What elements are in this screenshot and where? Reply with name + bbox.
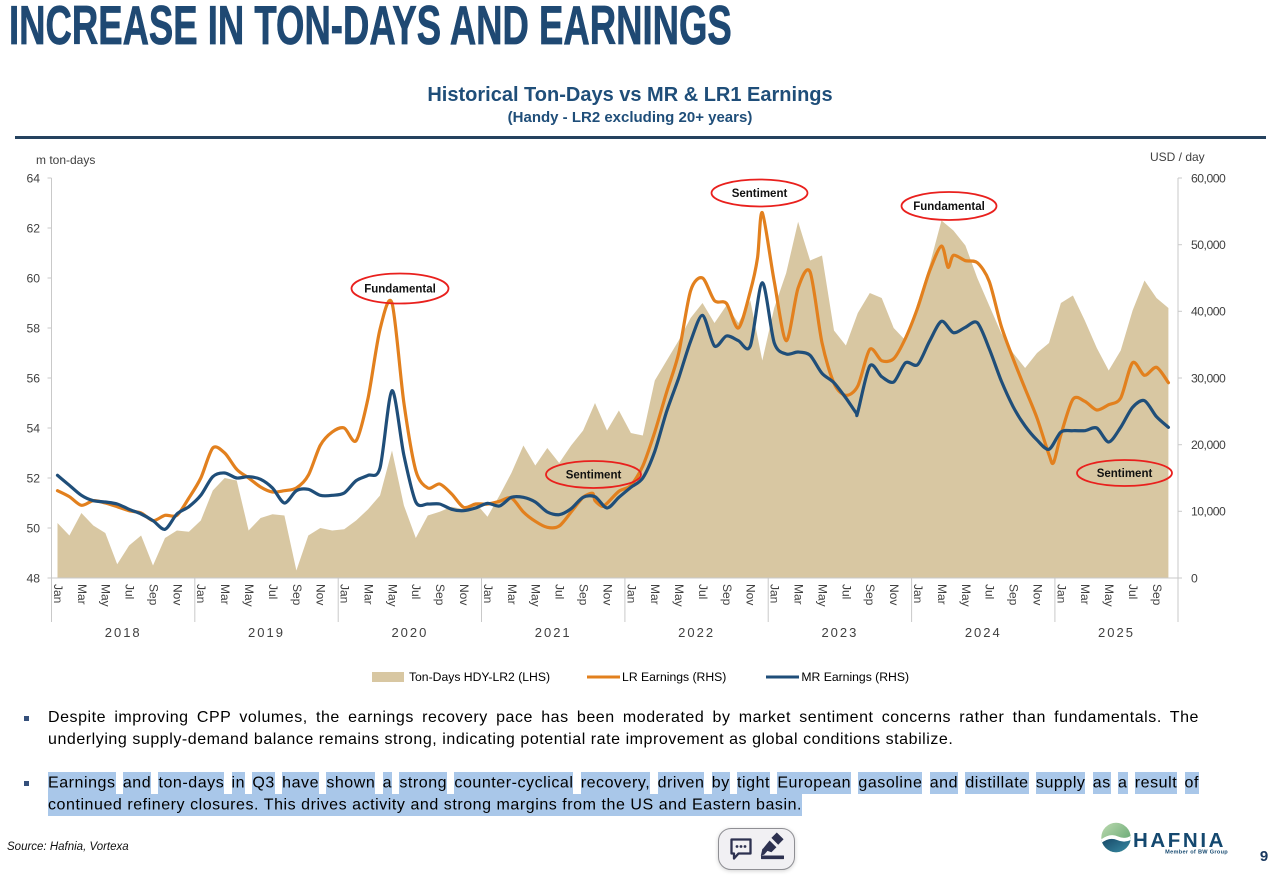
svg-text:May: May <box>99 584 113 607</box>
svg-text:Mar: Mar <box>75 584 89 605</box>
svg-text:Jul: Jul <box>1126 584 1140 599</box>
svg-text:Nov: Nov <box>887 584 901 605</box>
svg-text:Sep: Sep <box>146 584 160 606</box>
svg-text:50: 50 <box>26 521 40 535</box>
svg-text:Member of BW Group: Member of BW Group <box>1165 850 1228 856</box>
svg-text:May: May <box>959 584 973 607</box>
svg-text:Jul: Jul <box>409 584 423 599</box>
svg-text:May: May <box>1102 584 1116 607</box>
svg-text:2024: 2024 <box>965 625 1002 640</box>
svg-text:Fundamental: Fundamental <box>364 284 436 296</box>
svg-text:30,000: 30,000 <box>1191 371 1226 385</box>
svg-text:60,000: 60,000 <box>1191 171 1226 185</box>
svg-text:2025: 2025 <box>1098 625 1135 640</box>
svg-text:m ton-days: m ton-days <box>36 153 95 167</box>
svg-text:Nov: Nov <box>600 584 614 605</box>
svg-text:Sep: Sep <box>1007 584 1021 606</box>
svg-text:Jul: Jul <box>266 584 280 599</box>
svg-text:Jan: Jan <box>51 584 65 603</box>
svg-text:Mar: Mar <box>505 584 519 605</box>
svg-text:60: 60 <box>26 271 40 285</box>
svg-text:Mar: Mar <box>1078 584 1092 605</box>
svg-text:56: 56 <box>26 371 40 385</box>
svg-text:Jan: Jan <box>481 584 495 603</box>
svg-text:58: 58 <box>26 321 40 335</box>
svg-text:Nov: Nov <box>170 584 184 605</box>
svg-text:2022: 2022 <box>678 625 715 640</box>
svg-text:2023: 2023 <box>821 625 858 640</box>
svg-text:52: 52 <box>26 471 40 485</box>
svg-text:Sentiment: Sentiment <box>732 188 788 200</box>
svg-text:Jan: Jan <box>624 584 638 603</box>
svg-text:Mar: Mar <box>792 584 806 605</box>
svg-text:Jan: Jan <box>911 584 925 603</box>
svg-text:Sep: Sep <box>863 584 877 606</box>
svg-text:Sep: Sep <box>290 584 304 606</box>
svg-text:Sep: Sep <box>1150 584 1164 606</box>
svg-text:0: 0 <box>1191 571 1198 585</box>
svg-text:Jan: Jan <box>768 584 782 603</box>
svg-text:Sep: Sep <box>433 584 447 606</box>
svg-text:2019: 2019 <box>248 625 285 640</box>
svg-text:USD / day: USD / day <box>1150 150 1205 164</box>
svg-text:Mar: Mar <box>218 584 232 605</box>
svg-text:62: 62 <box>26 221 40 235</box>
svg-text:2018: 2018 <box>105 625 142 640</box>
svg-text:Jan: Jan <box>194 584 208 603</box>
svg-text:Sep: Sep <box>720 584 734 606</box>
svg-text:Nov: Nov <box>314 584 328 605</box>
svg-text:64: 64 <box>26 171 40 185</box>
svg-text:Mar: Mar <box>935 584 949 605</box>
svg-text:Jan: Jan <box>338 584 352 603</box>
svg-text:Jul: Jul <box>983 584 997 599</box>
svg-text:Jul: Jul <box>123 584 137 599</box>
svg-text:20,000: 20,000 <box>1191 438 1226 452</box>
svg-text:May: May <box>815 584 829 607</box>
svg-text:Nov: Nov <box>1030 584 1044 605</box>
svg-text:May: May <box>529 584 543 607</box>
svg-text:Nov: Nov <box>744 584 758 605</box>
svg-text:May: May <box>242 584 256 607</box>
svg-text:Sep: Sep <box>577 584 591 606</box>
svg-text:May: May <box>385 584 399 607</box>
svg-text:HAFNIA: HAFNIA <box>1133 829 1226 852</box>
svg-text:Mar: Mar <box>648 584 662 605</box>
svg-text:40,000: 40,000 <box>1191 305 1226 319</box>
svg-text:Sentiment: Sentiment <box>566 470 622 482</box>
svg-text:54: 54 <box>26 421 40 435</box>
svg-text:Jan: Jan <box>1054 584 1068 603</box>
svg-text:50,000: 50,000 <box>1191 238 1226 252</box>
svg-text:2020: 2020 <box>391 625 428 640</box>
svg-text:Jul: Jul <box>696 584 710 599</box>
svg-text:Fundamental: Fundamental <box>913 201 985 213</box>
svg-text:Jul: Jul <box>553 584 567 599</box>
svg-text:Mar: Mar <box>362 584 376 605</box>
svg-text:48: 48 <box>26 571 40 585</box>
svg-text:May: May <box>672 584 686 607</box>
svg-text:Nov: Nov <box>457 584 471 605</box>
svg-text:Jul: Jul <box>839 584 853 599</box>
svg-text:Sentiment: Sentiment <box>1097 468 1153 480</box>
svg-text:10,000: 10,000 <box>1191 505 1226 519</box>
svg-text:2021: 2021 <box>535 625 572 640</box>
